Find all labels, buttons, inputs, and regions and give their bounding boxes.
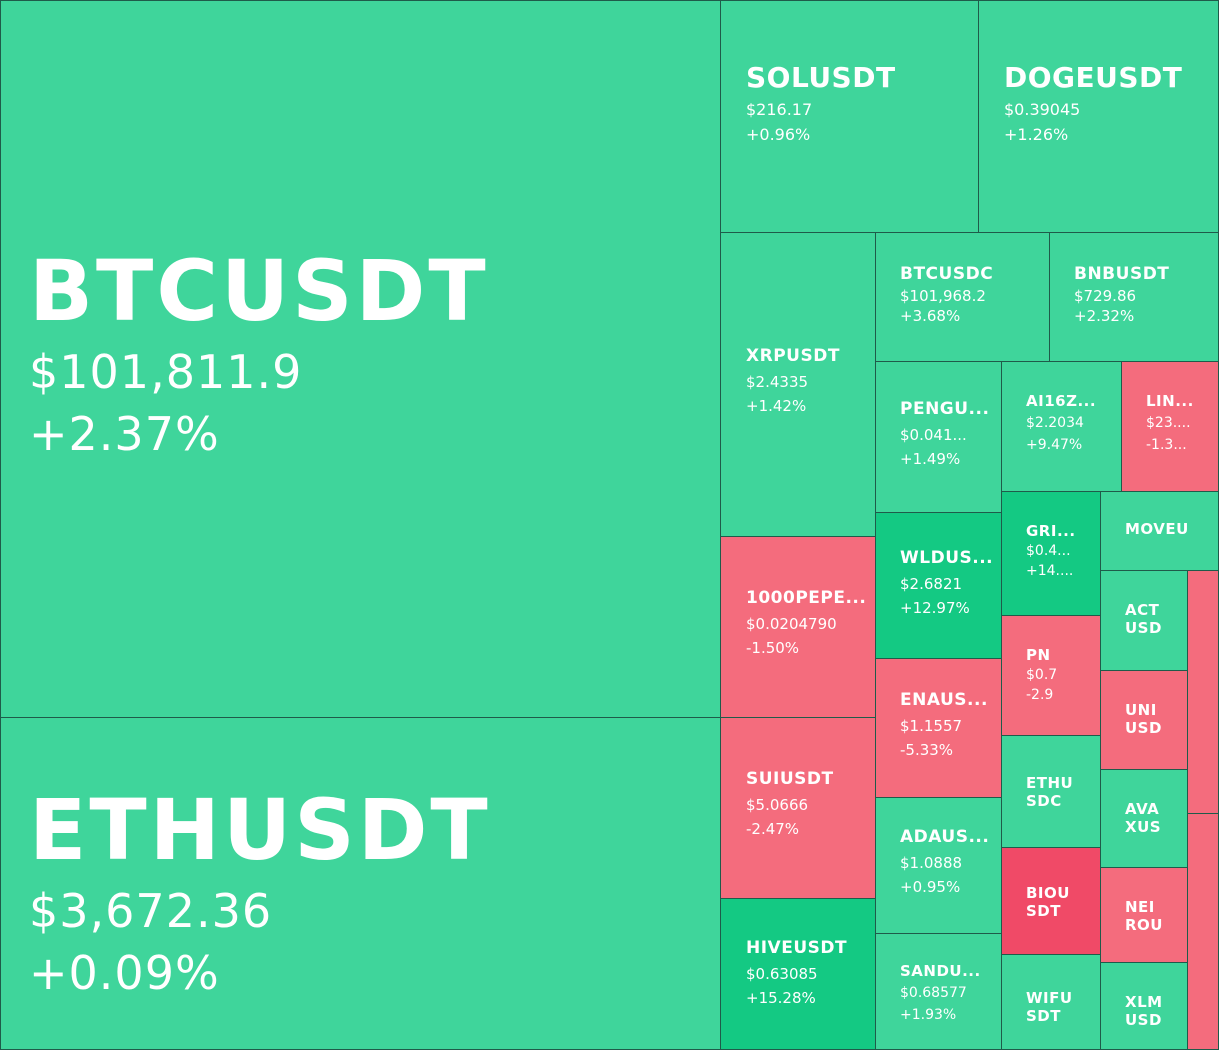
price: $0.68577 [900, 985, 967, 1001]
symbol: WIFU SDT [1026, 989, 1073, 1025]
tile-uni[interactable]: UNI USD [1100, 670, 1188, 770]
symbol: XRPUSDT [746, 346, 840, 366]
price: $1.0888 [900, 854, 963, 872]
tile-lin[interactable]: LIN... $23.... -1.3... [1121, 361, 1219, 492]
tile-edge-strip-1[interactable] [1187, 570, 1219, 814]
symbol: LIN... [1146, 392, 1194, 410]
symbol: 1000PEPE... [746, 588, 867, 608]
tile-act[interactable]: ACT USD [1100, 570, 1188, 671]
tile-pn[interactable]: PN $0.7 -2.9 [1001, 615, 1101, 736]
tile-moveu[interactable]: MOVEU [1100, 491, 1219, 571]
tile-neiro[interactable]: NEI ROU [1100, 867, 1188, 963]
tile-bnbusdt[interactable]: BNBUSDT $729.86 +2.32% [1049, 232, 1219, 362]
change: +15.28% [746, 989, 816, 1007]
symbol: ETHUSDT [29, 781, 491, 879]
tile-xlm[interactable]: XLM USD [1100, 962, 1188, 1050]
symbol: ETHU SDC [1026, 774, 1074, 810]
symbol: BNBUSDT [1074, 264, 1170, 284]
tile-wifusdt[interactable]: WIFU SDT [1001, 954, 1101, 1050]
tile-gri[interactable]: GRI... $0.4... +14.... [1001, 491, 1101, 616]
change: -2.47% [746, 820, 800, 838]
tile-sandusdt[interactable]: SANDU... $0.68577 +1.93% [875, 933, 1002, 1050]
price: $5.0666 [746, 796, 809, 814]
symbol: ADAUS... [900, 827, 990, 847]
price: $23.... [1146, 415, 1191, 431]
symbol: SUIUSDT [746, 769, 834, 789]
tile-btcusdt[interactable]: BTCUSDT $101,811.9 +2.37% [0, 0, 721, 718]
price: $0.63085 [746, 965, 818, 983]
tile-wldusdt[interactable]: WLDUS... $2.6821 +12.97% [875, 512, 1002, 659]
price: $0.4... [1026, 543, 1071, 559]
price: $729.86 [1074, 287, 1137, 305]
change: +0.09% [29, 946, 220, 1000]
price: $0.39045 [1004, 100, 1081, 119]
tile-ethusdc[interactable]: ETHU SDC [1001, 735, 1101, 848]
symbol: BIOU SDT [1026, 884, 1070, 920]
symbol: DOGEUSDT [1004, 61, 1183, 94]
price: $101,968.2 [900, 287, 986, 305]
symbol: SANDU... [900, 962, 981, 980]
symbol: XLM USD [1125, 993, 1163, 1029]
change: +12.97% [900, 599, 970, 617]
price: $2.6821 [900, 575, 963, 593]
tile-enausdt[interactable]: ENAUS... $1.1557 -5.33% [875, 658, 1002, 798]
symbol: WLDUS... [900, 548, 994, 568]
price: $2.4335 [746, 373, 809, 391]
symbol: HIVEUSDT [746, 938, 848, 958]
symbol: NEI ROU [1125, 898, 1163, 934]
tile-ethusdt[interactable]: ETHUSDT $3,672.36 +0.09% [0, 717, 721, 1050]
tile-dogeusdt[interactable]: DOGEUSDT $0.39045 +1.26% [978, 0, 1219, 233]
symbol: BTCUSDT [29, 242, 489, 340]
tile-pengu[interactable]: PENGU... $0.041... +1.49% [875, 361, 1002, 513]
change: -2.9 [1026, 687, 1054, 703]
tile-btcusdc[interactable]: BTCUSDC $101,968.2 +3.68% [875, 232, 1050, 362]
price: $3,672.36 [29, 884, 273, 938]
price: $101,811.9 [29, 345, 303, 399]
change: +1.26% [1004, 125, 1069, 144]
change: +1.49% [900, 450, 961, 468]
symbol: UNI USD [1125, 701, 1162, 737]
symbol: ACT USD [1125, 601, 1162, 637]
change: +2.37% [29, 407, 220, 461]
tile-ai16z[interactable]: AI16Z... $2.2034 +9.47% [1001, 361, 1122, 492]
symbol: ENAUS... [900, 690, 988, 710]
price: $0.7 [1026, 667, 1058, 683]
change: +2.32% [1074, 307, 1135, 325]
change: +1.93% [900, 1007, 957, 1023]
price: $216.17 [746, 100, 813, 119]
symbol: GRI... [1026, 522, 1076, 540]
tile-1000pepe[interactable]: 1000PEPE... $0.0204790 -1.50% [720, 536, 876, 718]
price: $0.0204790 [746, 615, 837, 633]
symbol: BTCUSDC [900, 264, 994, 284]
tile-adausdt[interactable]: ADAUS... $1.0888 +0.95% [875, 797, 1002, 934]
tile-suiusdt[interactable]: SUIUSDT $5.0666 -2.47% [720, 717, 876, 899]
change: +14.... [1026, 563, 1074, 579]
symbol: MOVEU [1125, 520, 1189, 538]
symbol: AVA XUS [1125, 800, 1162, 836]
change: +0.96% [746, 125, 811, 144]
tile-biousdt[interactable]: BIOU SDT [1001, 847, 1101, 955]
tile-avax[interactable]: AVA XUS [1100, 769, 1188, 868]
tile-hiveusdt[interactable]: HIVEUSDT $0.63085 +15.28% [720, 898, 876, 1050]
price: $1.1557 [900, 717, 963, 735]
symbol: AI16Z... [1026, 392, 1097, 410]
tile-xrpusdt[interactable]: XRPUSDT $2.4335 +1.42% [720, 232, 876, 537]
price: $2.2034 [1026, 415, 1084, 431]
change: -5.33% [900, 741, 954, 759]
change: +1.42% [746, 397, 807, 415]
change: +9.47% [1026, 437, 1083, 453]
tile-solusdt[interactable]: SOLUSDT $216.17 +0.96% [720, 0, 979, 233]
change: +0.95% [900, 878, 961, 896]
symbol: SOLUSDT [746, 61, 896, 94]
price: $0.041... [900, 426, 967, 444]
change: +3.68% [900, 307, 961, 325]
change: -1.50% [746, 639, 800, 657]
tile-edge-strip-2[interactable] [1187, 813, 1219, 1050]
symbol: PENGU... [900, 399, 990, 419]
change: -1.3... [1146, 437, 1187, 453]
symbol: PN [1026, 646, 1051, 664]
